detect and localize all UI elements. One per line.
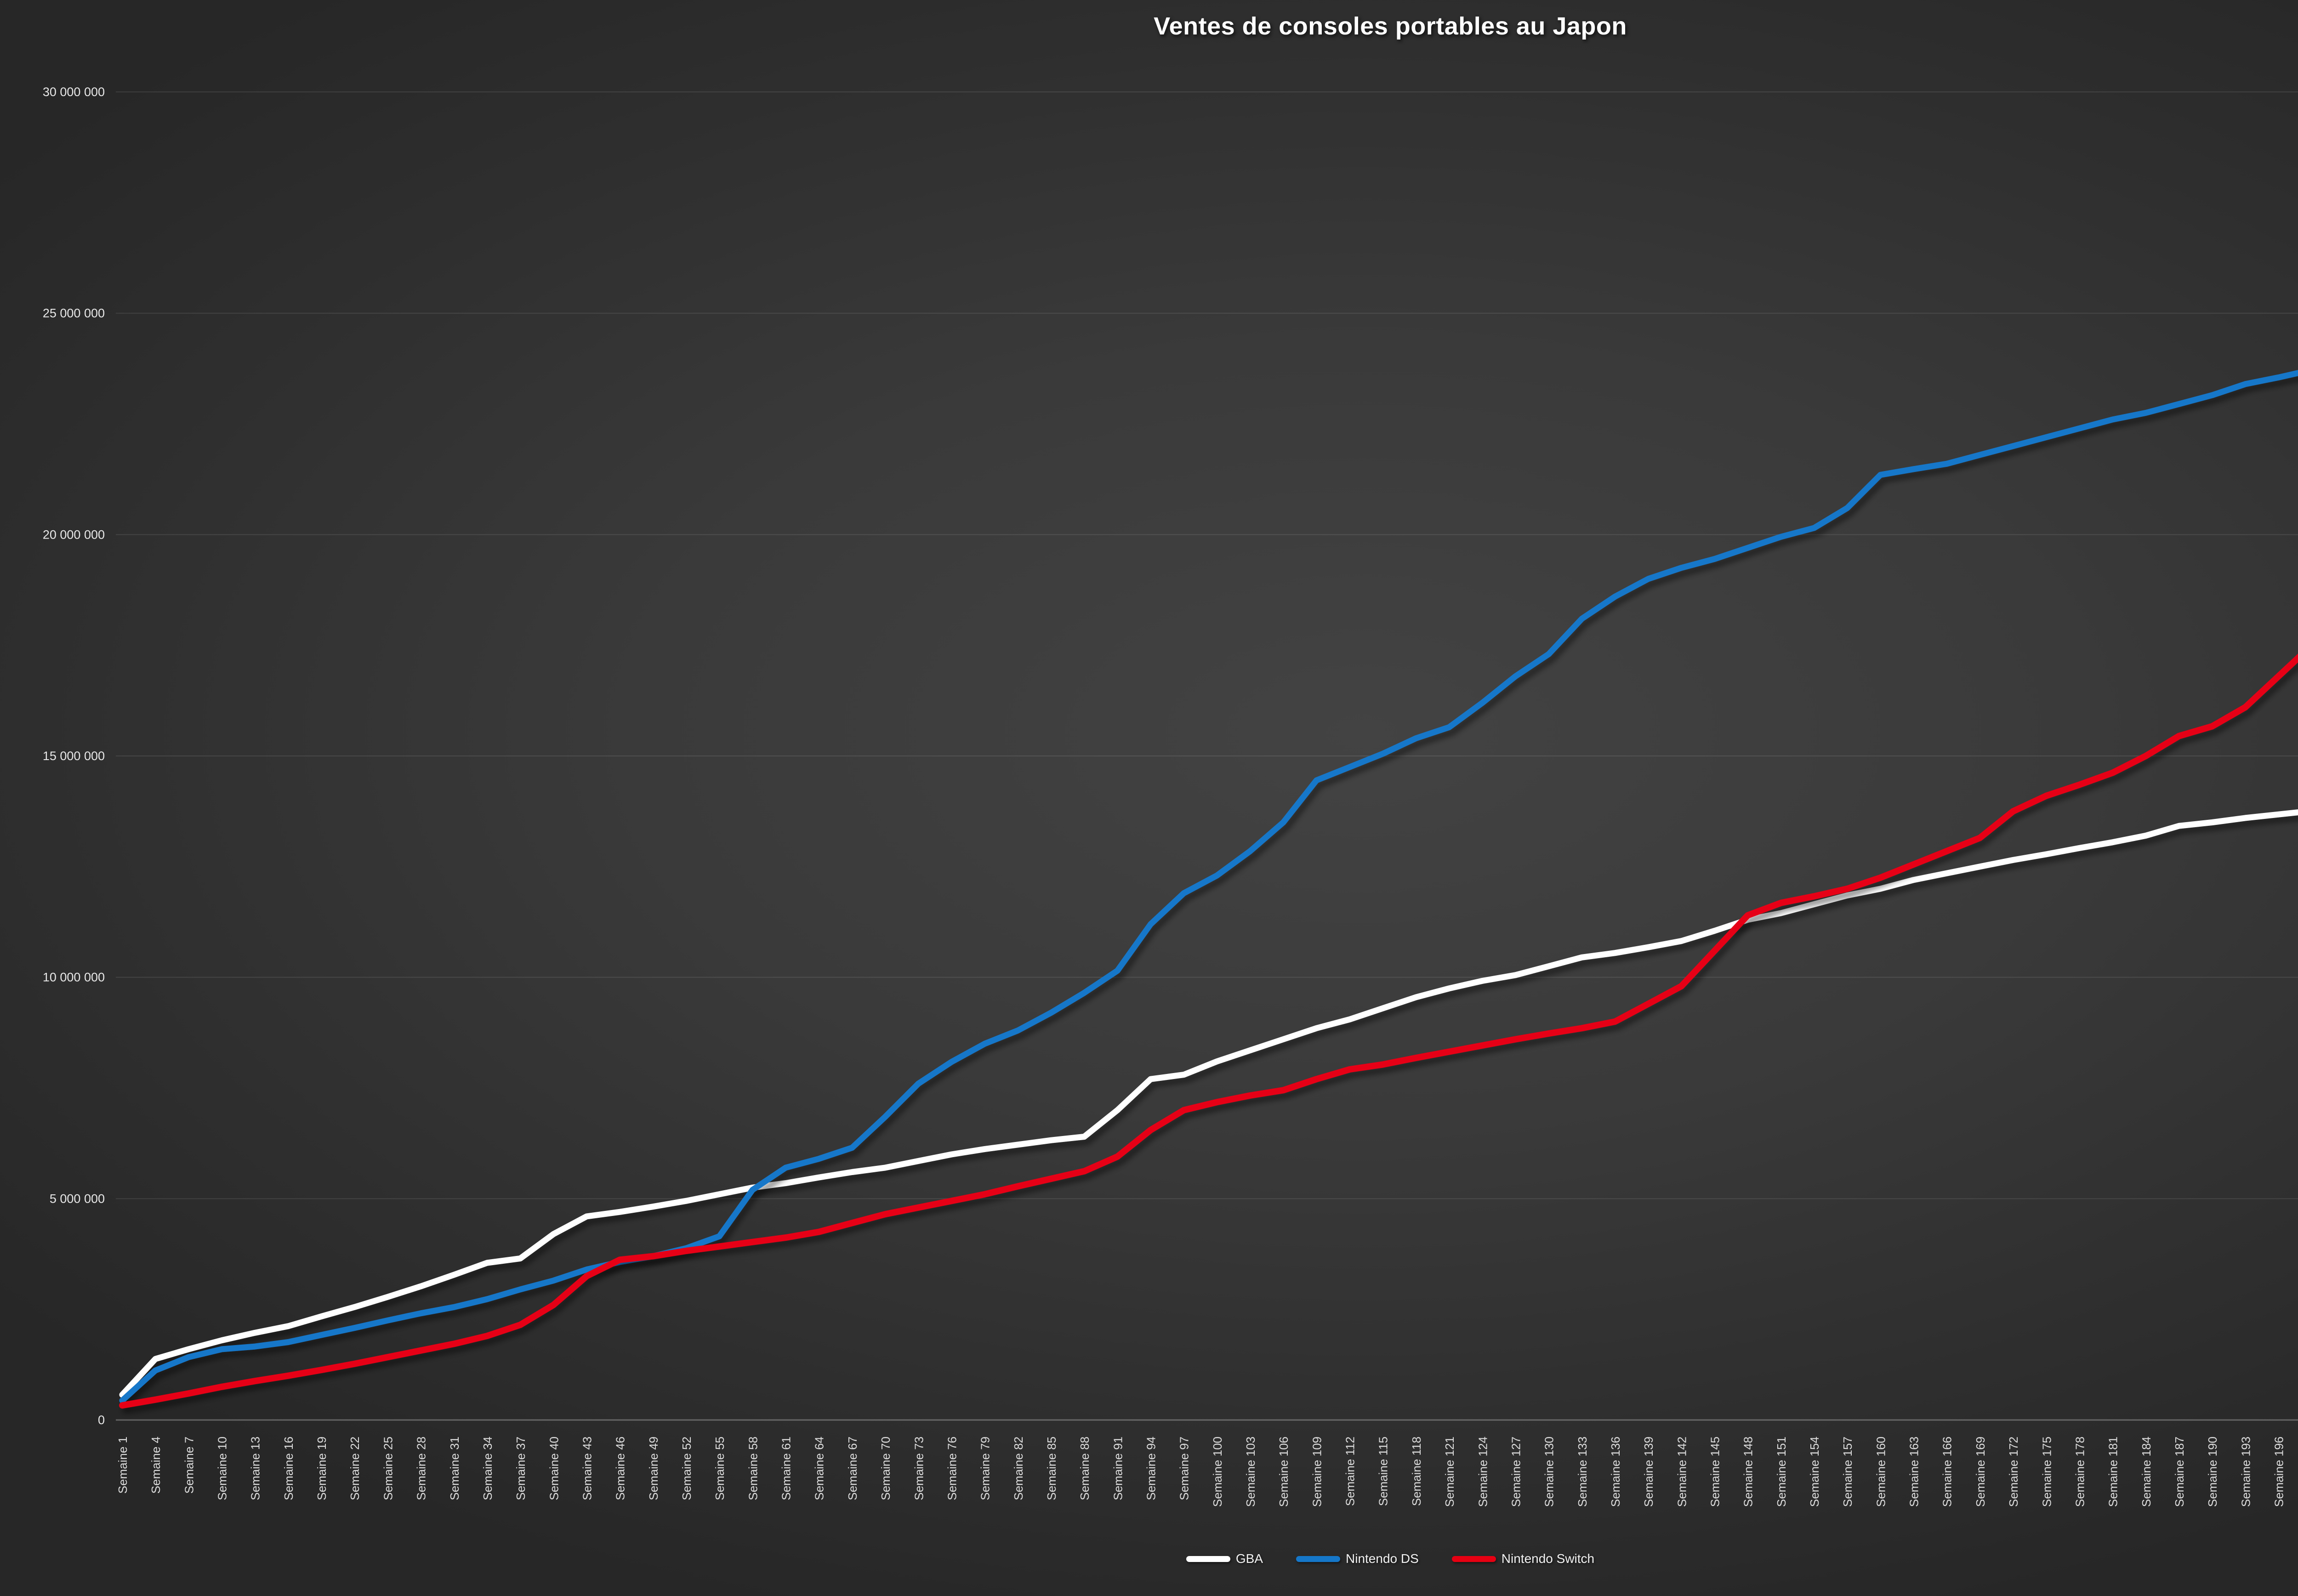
- legend-label: GBA: [1235, 1551, 1263, 1566]
- x-axis-labels: Semaine 1 Semaine 4 Semaine 7 Semaine 10 Sem…: [116, 1437, 2286, 1507]
- x-tick-label: Semaine 52: [680, 1437, 694, 1500]
- x-tick-label: Semaine 166: [1940, 1437, 1954, 1507]
- y-axis-labels: 0 5 000 000 10 000 000 15 000 000 20 000 000…: [43, 85, 105, 1427]
- x-tick-label: Semaine 73: [912, 1437, 926, 1500]
- x-tick-label: Semaine 94: [1144, 1437, 1158, 1500]
- x-tick-label: Semaine 169: [1974, 1437, 1987, 1507]
- legend-swatch-icon: [1186, 1556, 1230, 1562]
- legend-label: Nintendo Switch: [1501, 1551, 1595, 1566]
- x-tick-label: Semaine 118: [1410, 1437, 1423, 1506]
- x-tick-label: Semaine 127: [1509, 1437, 1523, 1507]
- x-tick-label: Semaine 40: [547, 1437, 561, 1500]
- x-tick-label: Semaine 55: [713, 1437, 727, 1500]
- legend-item-nintendo-ds: Nintendo DS: [1296, 1551, 1419, 1566]
- legend-item-gba: GBA: [1186, 1551, 1263, 1566]
- y-tick-label: 0: [98, 1413, 105, 1427]
- x-tick-label: Semaine 115: [1377, 1437, 1390, 1506]
- x-tick-label: Semaine 67: [846, 1437, 859, 1500]
- x-tick-label: Semaine 184: [2139, 1437, 2153, 1507]
- x-tick-label: Semaine 64: [813, 1437, 826, 1500]
- y-tick-label: 30 000 000: [43, 85, 105, 99]
- x-tick-label: Semaine 121: [1443, 1437, 1456, 1507]
- x-tick-label: Semaine 1: [116, 1437, 130, 1494]
- x-tick-label: Semaine 148: [1741, 1437, 1755, 1507]
- series-line-gba: [119, 809, 2298, 1398]
- legend-item-nintendo-switch: Nintendo Switch: [1451, 1551, 1595, 1566]
- x-tick-label: Semaine 46: [614, 1437, 627, 1500]
- x-tick-label: Semaine 88: [1078, 1437, 1092, 1500]
- x-tick-label: Semaine 157: [1841, 1437, 1854, 1507]
- legend-swatch-icon: [1296, 1556, 1341, 1562]
- y-tick-label: 5 000 000: [50, 1192, 105, 1205]
- legend-swatch-icon: [1451, 1556, 1496, 1562]
- x-tick-label: Semaine 151: [1775, 1437, 1788, 1507]
- x-tick-label: Semaine 196: [2272, 1437, 2286, 1507]
- gridlines: [116, 91, 2298, 1421]
- x-tick-label: Semaine 181: [2106, 1437, 2120, 1507]
- x-tick-label: Semaine 82: [1012, 1437, 1025, 1500]
- x-tick-label: Semaine 10: [216, 1437, 229, 1500]
- series-line-nintendo-ds: [119, 370, 2298, 1404]
- x-tick-label: Semaine 4: [149, 1437, 163, 1494]
- x-tick-label: Semaine 175: [2040, 1437, 2053, 1507]
- x-tick-label: Semaine 19: [315, 1437, 329, 1500]
- x-tick-label: Semaine 70: [879, 1437, 893, 1500]
- y-tick-label: 25 000 000: [43, 307, 105, 320]
- legend-label: Nintendo DS: [1346, 1551, 1419, 1566]
- chart-title: Ventes de consoles portables au Japon: [1154, 12, 1627, 40]
- x-tick-label: Semaine 130: [1542, 1437, 1556, 1507]
- x-tick-label: Semaine 7: [182, 1437, 196, 1494]
- x-tick-label: Semaine 103: [1244, 1437, 1257, 1507]
- x-tick-label: Semaine 163: [1907, 1437, 1921, 1507]
- x-tick-label: Semaine 145: [1708, 1437, 1722, 1507]
- x-tick-label: Semaine 25: [381, 1437, 395, 1500]
- x-tick-label: Semaine 154: [1808, 1437, 1821, 1507]
- x-tick-label: Semaine 31: [448, 1437, 461, 1500]
- x-tick-label: Semaine 178: [2073, 1437, 2087, 1507]
- x-tick-label: Semaine 124: [1476, 1437, 1490, 1507]
- x-tick-label: Semaine 193: [2239, 1437, 2252, 1507]
- legend: GBA Nintendo DS Nintendo Switch: [0, 1551, 2298, 1566]
- x-tick-label: Semaine 190: [2206, 1437, 2219, 1507]
- x-tick-label: Semaine 13: [249, 1437, 262, 1500]
- y-tick-label: 20 000 000: [43, 528, 105, 541]
- x-tick-label: Semaine 91: [1111, 1437, 1125, 1500]
- x-tick-label: Semaine 76: [945, 1437, 959, 1500]
- y-tick-label: 15 000 000: [43, 749, 105, 763]
- x-tick-label: Semaine 100: [1211, 1437, 1224, 1507]
- x-tick-label: Semaine 85: [1045, 1437, 1058, 1500]
- x-tick-label: Semaine 34: [481, 1437, 495, 1500]
- x-tick-label: Semaine 106: [1277, 1437, 1291, 1507]
- x-tick-label: Semaine 43: [580, 1437, 594, 1500]
- x-tick-label: Semaine 112: [1343, 1437, 1357, 1506]
- x-tick-label: Semaine 97: [1177, 1437, 1191, 1500]
- x-tick-label: Semaine 79: [978, 1437, 992, 1500]
- x-tick-label: Semaine 37: [514, 1437, 528, 1500]
- x-tick-label: Semaine 139: [1642, 1437, 1655, 1507]
- x-tick-label: Semaine 58: [746, 1437, 760, 1500]
- x-tick-label: Semaine 22: [348, 1437, 362, 1500]
- x-tick-label: Semaine 136: [1609, 1437, 1622, 1507]
- x-tick-label: Semaine 133: [1576, 1437, 1589, 1507]
- x-tick-label: Semaine 160: [1874, 1437, 1888, 1507]
- series-line-nintendo-switch: [119, 653, 2298, 1409]
- x-tick-label: Semaine 142: [1675, 1437, 1689, 1507]
- x-tick-label: Semaine 61: [779, 1437, 793, 1500]
- x-tick-label: Semaine 28: [415, 1437, 428, 1500]
- x-tick-label: Semaine 16: [282, 1437, 296, 1500]
- x-tick-label: Semaine 187: [2173, 1437, 2186, 1507]
- x-tick-label: Semaine 49: [647, 1437, 660, 1500]
- x-tick-label: Semaine 109: [1310, 1437, 1324, 1507]
- x-tick-label: Semaine 172: [2007, 1437, 2020, 1507]
- y-tick-label: 10 000 000: [43, 971, 105, 984]
- series-lines: [119, 370, 2298, 1409]
